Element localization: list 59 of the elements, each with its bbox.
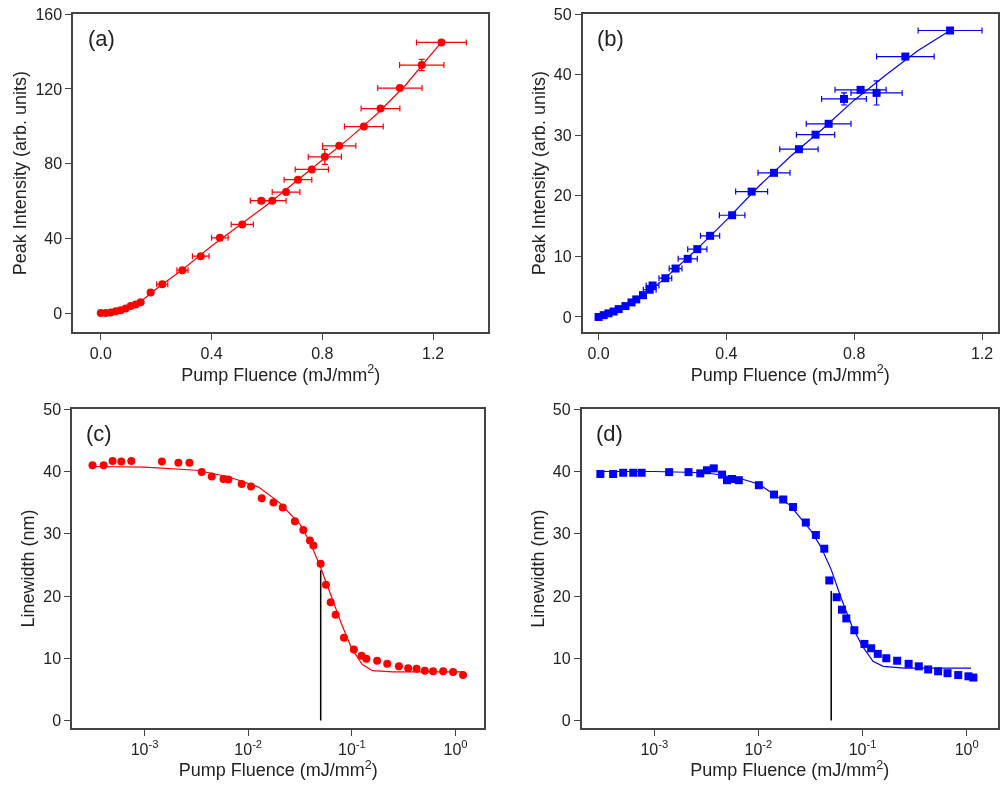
y-tick-label: 160 (35, 5, 63, 23)
y-tick-label: 10 (552, 649, 571, 667)
y-tick-label: 120 (35, 80, 63, 98)
x-tick-label: 1.2 (421, 345, 445, 363)
annotation: (d) (596, 421, 623, 446)
y-tick-label: 0 (53, 305, 63, 323)
y-tick-label: 10 (553, 248, 572, 266)
y-tick-label: 50 (553, 5, 572, 23)
y-axis-title: Peak Intensity (arb. units) (528, 71, 549, 276)
x-tick-label: 10$^{0}$ (954, 738, 979, 758)
y-tick-label: 50 (552, 400, 571, 418)
x-tick-label: 0.0 (587, 345, 610, 363)
point (693, 245, 702, 254)
y-tick-label: 50 (43, 400, 62, 418)
annotation: (c) (86, 421, 112, 446)
y-tick-label: 10 (43, 649, 62, 667)
x-tick-label: 10$^{-1}$ (848, 738, 877, 758)
x-tick-label: 1.2 (970, 345, 994, 363)
y-axis-title: Linewidth (nm) (18, 509, 39, 628)
x-tick-label: 10$^{-1}$ (338, 738, 366, 758)
point (196, 252, 205, 261)
x-tick-label: 10$^{-3}$ (130, 738, 159, 758)
x-tick-label: 10$^{0}$ (443, 738, 468, 758)
x-tick-label: 10$^{-2}$ (744, 738, 773, 758)
y-tick-label: 0 (561, 712, 571, 730)
y-tick-label: 30 (43, 525, 62, 543)
x-tick-label: 10$^{-2}$ (234, 738, 263, 758)
y-tick-label: 0 (52, 712, 62, 730)
x-axis-title: Pump Fluence (mJ/mm$^{2}$) (690, 757, 890, 781)
x-tick-label: 0.8 (311, 345, 334, 363)
annotation: (b) (597, 26, 624, 51)
point (856, 85, 865, 94)
point (136, 298, 145, 307)
y-tick-label: 20 (43, 587, 62, 605)
y-tick-label: 20 (552, 587, 571, 605)
y-tick-label: 40 (552, 463, 571, 481)
point (215, 233, 224, 242)
y-tick-label: 20 (553, 187, 572, 205)
x-axis-title: Pump Fluence (mJ/mm$^{2}$) (690, 362, 890, 385)
x-axis-title: Pump Fluence (mJ/mm$^{2}$) (178, 757, 378, 781)
point (257, 196, 266, 205)
x-tick-label: 0.0 (89, 345, 112, 363)
y-tick-label: 30 (553, 126, 572, 144)
y-tick-label: 40 (553, 66, 572, 84)
y-tick-label: 30 (552, 525, 571, 543)
x-tick-label: 0.8 (843, 345, 866, 363)
y-axis-title: Linewidth (nm) (527, 509, 548, 628)
y-tick-label: 40 (44, 230, 63, 248)
point (872, 88, 881, 97)
y-tick-label: 80 (44, 155, 63, 173)
x-tick-label: 0.4 (200, 345, 223, 363)
point (437, 38, 446, 47)
y-tick-label: 0 (562, 308, 572, 326)
y-tick-label: 40 (43, 463, 62, 481)
annotation: (a) (88, 26, 115, 51)
y-axis-title: Peak Intensity (arb. units) (10, 71, 31, 276)
x-axis-title: Pump Fluence (mJ/mm$^{2}$) (181, 362, 381, 385)
x-tick-label: 10$^{-3}$ (640, 738, 669, 758)
x-tick-label: 0.4 (715, 345, 738, 363)
